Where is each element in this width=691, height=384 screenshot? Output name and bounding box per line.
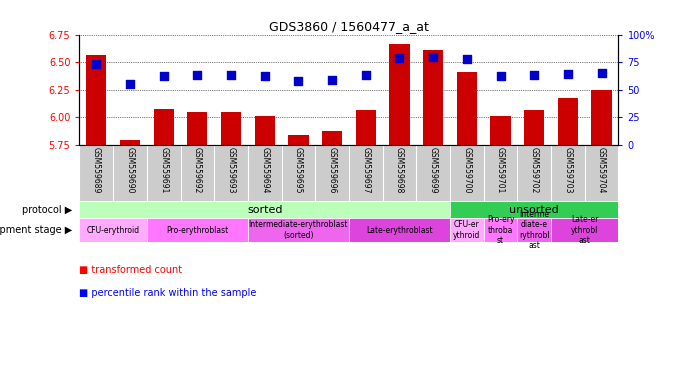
Bar bbox=[484, 218, 518, 242]
Text: CFU-er
ythroid: CFU-er ythroid bbox=[453, 220, 480, 240]
Bar bbox=[390, 45, 410, 144]
Text: GSM559697: GSM559697 bbox=[361, 147, 370, 194]
Text: GSM559694: GSM559694 bbox=[261, 147, 269, 194]
Point bbox=[596, 70, 607, 76]
Text: GSM559704: GSM559704 bbox=[597, 147, 606, 194]
Text: GSM559696: GSM559696 bbox=[328, 147, 337, 194]
Text: Intermediate-erythroblast
(sorted): Intermediate-erythroblast (sorted) bbox=[249, 220, 348, 240]
Bar bbox=[146, 218, 248, 242]
Text: unsorted: unsorted bbox=[509, 205, 559, 215]
Text: GSM559703: GSM559703 bbox=[563, 147, 572, 194]
Point bbox=[124, 81, 135, 87]
Bar bbox=[491, 116, 511, 144]
Bar bbox=[450, 218, 484, 242]
Point bbox=[158, 73, 169, 79]
Bar bbox=[356, 111, 376, 144]
Bar bbox=[86, 55, 106, 144]
Point bbox=[360, 72, 371, 78]
Text: GSM559690: GSM559690 bbox=[126, 147, 135, 194]
Text: development stage ▶: development stage ▶ bbox=[0, 225, 73, 235]
Text: GSM559699: GSM559699 bbox=[428, 147, 437, 194]
Title: GDS3860 / 1560477_a_at: GDS3860 / 1560477_a_at bbox=[269, 20, 429, 33]
Text: GSM559692: GSM559692 bbox=[193, 147, 202, 194]
Text: protocol ▶: protocol ▶ bbox=[22, 205, 73, 215]
Point bbox=[327, 76, 338, 83]
Bar bbox=[79, 218, 146, 242]
Point bbox=[192, 72, 203, 78]
Text: GSM559702: GSM559702 bbox=[530, 147, 539, 194]
Bar bbox=[457, 72, 477, 144]
Text: GSM559693: GSM559693 bbox=[227, 147, 236, 194]
Point bbox=[259, 73, 270, 79]
Bar bbox=[591, 89, 612, 144]
Text: Pro-erythroblast: Pro-erythroblast bbox=[167, 226, 229, 235]
Bar bbox=[518, 218, 551, 242]
Text: GSM559689: GSM559689 bbox=[92, 147, 101, 194]
Bar bbox=[187, 111, 207, 144]
Bar bbox=[450, 201, 618, 218]
Point bbox=[91, 61, 102, 67]
Text: sorted: sorted bbox=[247, 205, 283, 215]
Point bbox=[428, 53, 439, 60]
Text: Late-er
ythrobl
ast: Late-er ythrobl ast bbox=[571, 215, 598, 245]
Point bbox=[462, 56, 473, 62]
Bar bbox=[248, 218, 349, 242]
Text: GSM559701: GSM559701 bbox=[496, 147, 505, 194]
Bar bbox=[558, 98, 578, 144]
Point bbox=[529, 72, 540, 78]
Text: GSM559691: GSM559691 bbox=[159, 147, 168, 194]
Bar bbox=[221, 111, 241, 144]
Point bbox=[562, 71, 574, 77]
Text: GSM559695: GSM559695 bbox=[294, 147, 303, 194]
Text: ■ percentile rank within the sample: ■ percentile rank within the sample bbox=[79, 288, 257, 298]
Text: GSM559700: GSM559700 bbox=[462, 147, 471, 194]
Point bbox=[225, 72, 236, 78]
Text: Late-erythroblast: Late-erythroblast bbox=[366, 226, 433, 235]
Bar bbox=[288, 135, 308, 144]
Bar bbox=[153, 109, 173, 144]
Bar bbox=[524, 111, 545, 144]
Bar bbox=[423, 50, 444, 144]
Bar bbox=[254, 116, 275, 144]
Bar bbox=[79, 201, 450, 218]
Text: GSM559698: GSM559698 bbox=[395, 147, 404, 194]
Point bbox=[293, 78, 304, 84]
Bar bbox=[551, 218, 618, 242]
Text: ■ transformed count: ■ transformed count bbox=[79, 265, 182, 275]
Bar bbox=[349, 218, 450, 242]
Point bbox=[394, 55, 405, 61]
Bar bbox=[322, 131, 342, 144]
Point bbox=[495, 73, 506, 79]
Bar bbox=[120, 140, 140, 144]
Text: Interme
diate-e
rythrobl
ast: Interme diate-e rythrobl ast bbox=[519, 210, 549, 250]
Text: Pro-ery
throba
st: Pro-ery throba st bbox=[486, 215, 514, 245]
Text: CFU-erythroid: CFU-erythroid bbox=[86, 226, 140, 235]
